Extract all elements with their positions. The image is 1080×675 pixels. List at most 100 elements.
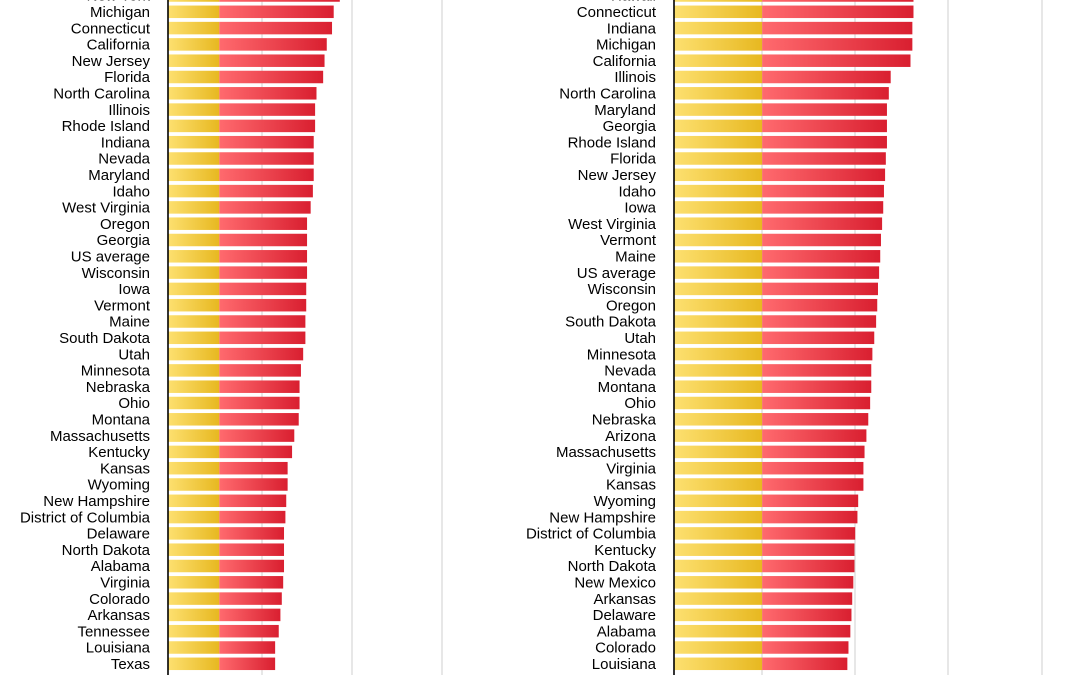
bar-segment-1 [168, 184, 220, 198]
bar-segment-2 [762, 527, 856, 540]
category-label: District of Columbia [20, 509, 151, 526]
category-label: Utah [118, 346, 150, 363]
category-label: Delaware [87, 526, 150, 543]
category-label: Vermont [600, 232, 657, 249]
bar-segment-1 [674, 266, 763, 279]
category-label: Texas [111, 656, 150, 673]
bar-segment-1 [674, 396, 763, 410]
category-label: Utah [624, 330, 656, 347]
bar-segment-1 [674, 543, 763, 556]
category-label: Virginia [606, 460, 656, 477]
bar-segment-2 [219, 119, 316, 133]
category-label: US average [71, 249, 150, 266]
category-label: Minnesota [587, 346, 657, 363]
bar-segment-2 [762, 478, 864, 491]
category-label: Maryland [594, 102, 656, 119]
bar-segment-2 [762, 445, 865, 459]
bar-segment-1 [674, 21, 763, 35]
bar-segment-2 [762, 510, 858, 524]
category-label: Louisiana [592, 656, 657, 673]
bar-segment-1 [674, 282, 763, 296]
category-label: Michigan [90, 4, 150, 21]
category-label: Massachusetts [50, 428, 150, 445]
category-label: Georgia [97, 232, 151, 249]
bar-segment-2 [762, 201, 884, 214]
category-label: Montana [92, 412, 151, 429]
bar-segment-1 [168, 445, 220, 459]
category-label: West Virginia [568, 216, 656, 233]
category-label: Connecticut [577, 4, 657, 21]
category-label: Kentucky [88, 444, 150, 461]
bar-segment-1 [168, 233, 220, 247]
category-label: Alabama [597, 623, 657, 640]
bar-segment-1 [674, 103, 763, 116]
bar-segment-1 [168, 624, 220, 638]
bar-segment-1 [674, 135, 763, 149]
category-label: South Dakota [565, 314, 657, 331]
category-label: Indiana [101, 134, 151, 151]
left-bar-chart: New YorkMichiganConnecticutCaliforniaNew… [20, 0, 443, 675]
bar-segment-1 [168, 21, 220, 35]
bar-segment-1 [168, 413, 220, 426]
category-label: Kentucky [594, 542, 656, 559]
bar-segment-1 [168, 38, 220, 51]
category-label: Ohio [624, 395, 656, 412]
bar-segment-1 [674, 201, 763, 214]
bar-segment-1 [168, 168, 220, 182]
bar-segment-1 [674, 364, 763, 377]
category-label: District of Columbia [526, 526, 657, 543]
bar-segment-2 [219, 657, 276, 671]
bar-segment-2 [219, 70, 324, 84]
category-label: Wyoming [594, 493, 656, 510]
bar-segment-2 [219, 21, 333, 35]
bar-segment-2 [762, 559, 855, 573]
bar-segment-2 [762, 413, 869, 426]
category-label: Florida [610, 151, 657, 168]
bar-segment-2 [762, 54, 911, 67]
bar-segment-2 [219, 315, 306, 328]
category-label: Nevada [98, 151, 150, 168]
bar-segment-2 [762, 0, 914, 2]
category-label: Arizona [605, 428, 657, 445]
category-label: Nebraska [592, 412, 657, 429]
bar-segment-2 [219, 478, 288, 491]
bar-segment-1 [168, 70, 220, 84]
bar-segment-1 [674, 168, 763, 182]
bar-segment-1 [674, 119, 763, 133]
bar-segment-2 [762, 87, 889, 100]
category-label: New York [87, 0, 151, 5]
category-label: Michigan [596, 37, 656, 54]
bar-segment-2 [219, 510, 286, 524]
category-label: Wisconsin [82, 265, 150, 282]
bar-segment-1 [674, 380, 763, 393]
bar-segment-1 [674, 624, 763, 638]
bar-segment-2 [219, 201, 311, 214]
bar-segment-1 [168, 135, 220, 149]
category-label: Kansas [100, 460, 150, 477]
category-label: Connecticut [71, 20, 151, 37]
bar-segment-2 [762, 315, 877, 328]
bar-segment-2 [219, 559, 285, 573]
bar-segment-2 [762, 592, 853, 605]
bar-segment-2 [762, 624, 851, 638]
bar-segment-2 [762, 119, 887, 133]
bar-segment-2 [219, 347, 304, 361]
bar-segment-1 [674, 608, 763, 622]
bar-segment-2 [219, 608, 281, 622]
bar-segment-1 [168, 266, 220, 279]
category-label: Nevada [604, 363, 656, 380]
bar-segment-1 [674, 494, 763, 508]
bar-segment-2 [219, 0, 340, 2]
bar-segment-2 [762, 135, 887, 149]
category-label: US average [577, 265, 656, 282]
bar-segment-1 [168, 429, 220, 442]
category-label: Idaho [112, 183, 150, 200]
category-label: Georgia [603, 118, 657, 135]
category-label: California [593, 53, 657, 70]
bar-segment-2 [762, 38, 913, 51]
bar-segment-1 [674, 217, 763, 230]
category-label: New Jersey [578, 167, 657, 184]
category-label: Rhode Island [568, 134, 656, 151]
category-label: Oregon [606, 297, 656, 314]
